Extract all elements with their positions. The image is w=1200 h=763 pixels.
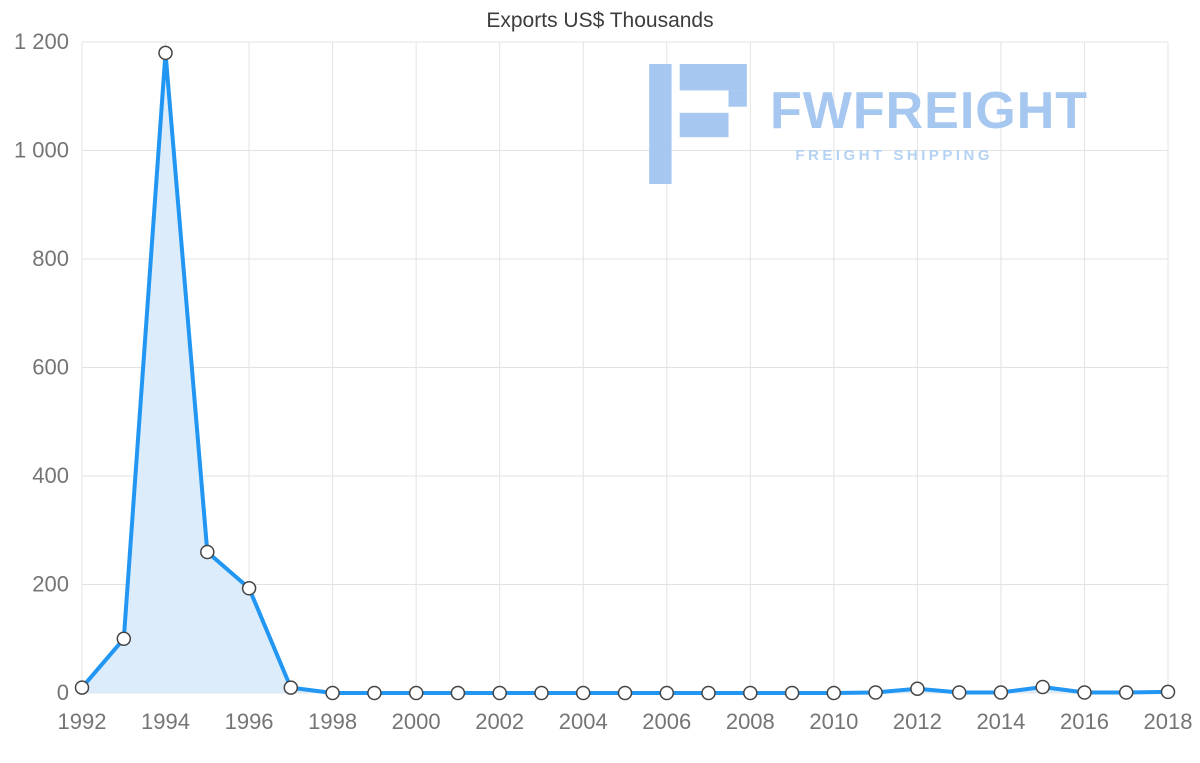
data-point-2015 xyxy=(1035,679,1050,695)
data-point-2009 xyxy=(784,685,800,701)
y-tick-label: 800 xyxy=(32,246,69,271)
data-point-2001 xyxy=(450,685,466,701)
x-tick-label: 2010 xyxy=(809,709,858,734)
x-tick-label: 2000 xyxy=(392,709,441,734)
x-tick-label: 2008 xyxy=(726,709,775,734)
data-point-1993 xyxy=(116,631,132,647)
brand-text-block: FWFREIGHT FREIGHT SHIPPING xyxy=(770,85,1088,164)
data-point-2005 xyxy=(617,685,633,701)
y-tick-label: 600 xyxy=(32,355,69,380)
brand-watermark: FWFREIGHT FREIGHT SHIPPING xyxy=(648,64,1088,184)
brand-tagline: FREIGHT SHIPPING xyxy=(795,146,994,164)
x-tick-label: 2012 xyxy=(893,709,942,734)
y-tick-label: 0 xyxy=(57,680,69,705)
data-point-1996 xyxy=(241,581,257,596)
x-tick-label: 2002 xyxy=(475,709,524,734)
data-point-2002 xyxy=(492,685,507,701)
x-tick-label: 2014 xyxy=(976,709,1025,734)
x-tick-label: 2018 xyxy=(1144,709,1193,734)
data-point-2007 xyxy=(701,685,716,701)
data-point-2011 xyxy=(868,685,883,700)
data-point-2003 xyxy=(534,685,549,701)
data-point-1994 xyxy=(158,45,173,61)
data-point-1995 xyxy=(200,544,215,560)
data-point-2008 xyxy=(743,685,758,701)
data-point-1992 xyxy=(74,680,90,695)
x-tick-label: 1996 xyxy=(225,709,274,734)
data-point-2018 xyxy=(1160,684,1176,700)
y-tick-label: 1 000 xyxy=(14,138,69,163)
y-tick-label: 1 200 xyxy=(14,29,69,54)
data-point-2017 xyxy=(1118,685,1134,700)
chart-title: Exports US$ Thousands xyxy=(486,9,714,32)
data-point-1998 xyxy=(325,685,340,701)
fwfreight-logo-icon xyxy=(649,64,747,184)
data-point-2000 xyxy=(408,685,424,701)
series-area xyxy=(82,52,1168,693)
data-point-1999 xyxy=(367,685,382,701)
data-point-2006 xyxy=(659,685,675,701)
data-point-1997 xyxy=(283,680,299,695)
data-point-2012 xyxy=(910,681,925,696)
x-tick-label: 2006 xyxy=(642,709,691,734)
data-point-2016 xyxy=(1077,685,1092,700)
data-point-2014 xyxy=(993,685,1009,700)
x-tick-label: 1998 xyxy=(308,709,357,734)
data-point-2013 xyxy=(951,685,967,700)
y-tick-label: 200 xyxy=(32,572,69,597)
brand-name: FWFREIGHT xyxy=(770,81,1089,140)
y-tick-label: 400 xyxy=(32,463,69,488)
x-tick-label: 1994 xyxy=(141,709,190,734)
x-tick-label: 2004 xyxy=(559,709,608,734)
x-tick-label: 1992 xyxy=(58,709,107,734)
data-point-2010 xyxy=(826,685,842,701)
x-tick-label: 2016 xyxy=(1060,709,1109,734)
data-point-2004 xyxy=(575,685,591,701)
